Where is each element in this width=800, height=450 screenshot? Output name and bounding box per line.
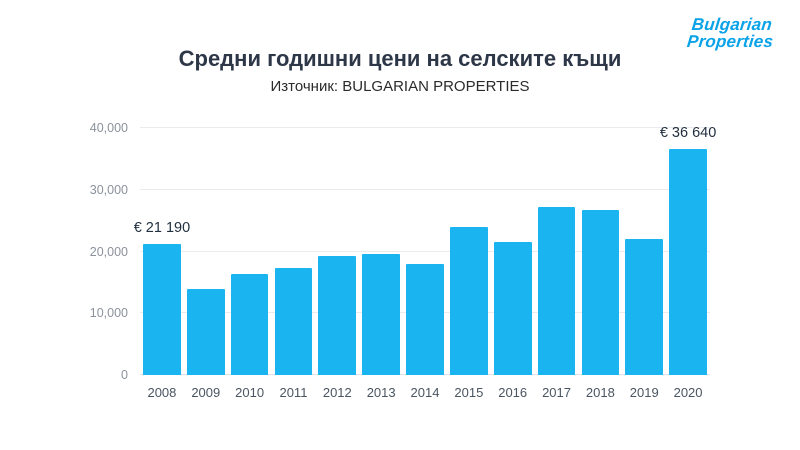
bar-chart: 0 10,000 20,000 30,000 40,000 € 21 190 2008 20… [90,121,717,400]
bar [186,288,225,375]
x-tick-label: 2020 [673,385,703,400]
bars-layer: € 21 190 2008 2009 2010 2011 2012 2013 2014 2015… [134,125,717,400]
bar-slot: € 36 640 2020 [660,125,716,400]
x-tick-label: 2015 [454,385,484,400]
x-tick-label: 2011 [279,385,308,400]
bar-value-label: € 36 640 [659,124,717,141]
chart-subtitle: Източник: BULGARIAN PROPERTIES [270,78,530,95]
bar-slot: 2018 [578,128,622,400]
bar [669,148,707,375]
bar [581,209,620,375]
bar [449,227,488,375]
bar [274,268,313,375]
x-tick-label: 2010 [235,385,265,400]
bar-slot: 2013 [359,128,403,400]
bar-slot: 2017 [535,128,579,400]
bar [625,239,664,375]
y-tick-label: 40,000 [89,121,128,135]
bar [362,253,400,375]
bar-value-label: € 21 190 [133,220,191,237]
x-tick-label: 2016 [498,385,528,400]
bar [406,263,444,375]
x-tick-label: 2013 [366,385,396,400]
bar-slot: 2015 [447,128,491,400]
logo-line-1: Bulgarian [690,15,773,34]
gridline [140,188,710,190]
bar-slot: 2019 [622,128,666,400]
bar [318,256,357,375]
bar-slot: 2016 [491,128,535,400]
y-tick-label: 10,000 [89,306,128,321]
x-tick-label: 2019 [629,385,659,400]
bar [537,207,576,375]
x-tick-label: 2012 [322,385,352,400]
y-tick-label: 20,000 [89,244,128,259]
y-tick-label: 30,000 [89,182,128,197]
x-tick-label: 2014 [410,385,440,400]
bar-slot: € 21 190 2008 [134,128,190,400]
bar [230,274,269,375]
x-tick-label: 2009 [191,385,221,400]
gridline [140,127,710,128]
x-tick-label: 2008 [147,385,177,400]
bulgarian-properties-logo: Bulgarian Properties [686,15,776,51]
gridline [140,250,710,252]
y-tick-label: 0 [121,368,128,382]
bar-slot: 2012 [315,128,359,400]
chart-title: Средни годишни цени на селските къщи [178,46,622,71]
bar-slot: 2010 [228,128,272,400]
bar-slot: 2011 [272,128,316,400]
x-tick-label: 2017 [542,385,571,400]
x-tick-label: 2018 [585,385,615,400]
bar-slot: 2014 [403,128,447,400]
bar [493,242,532,375]
bar-slot: 2009 [184,128,228,400]
bar [143,244,181,375]
